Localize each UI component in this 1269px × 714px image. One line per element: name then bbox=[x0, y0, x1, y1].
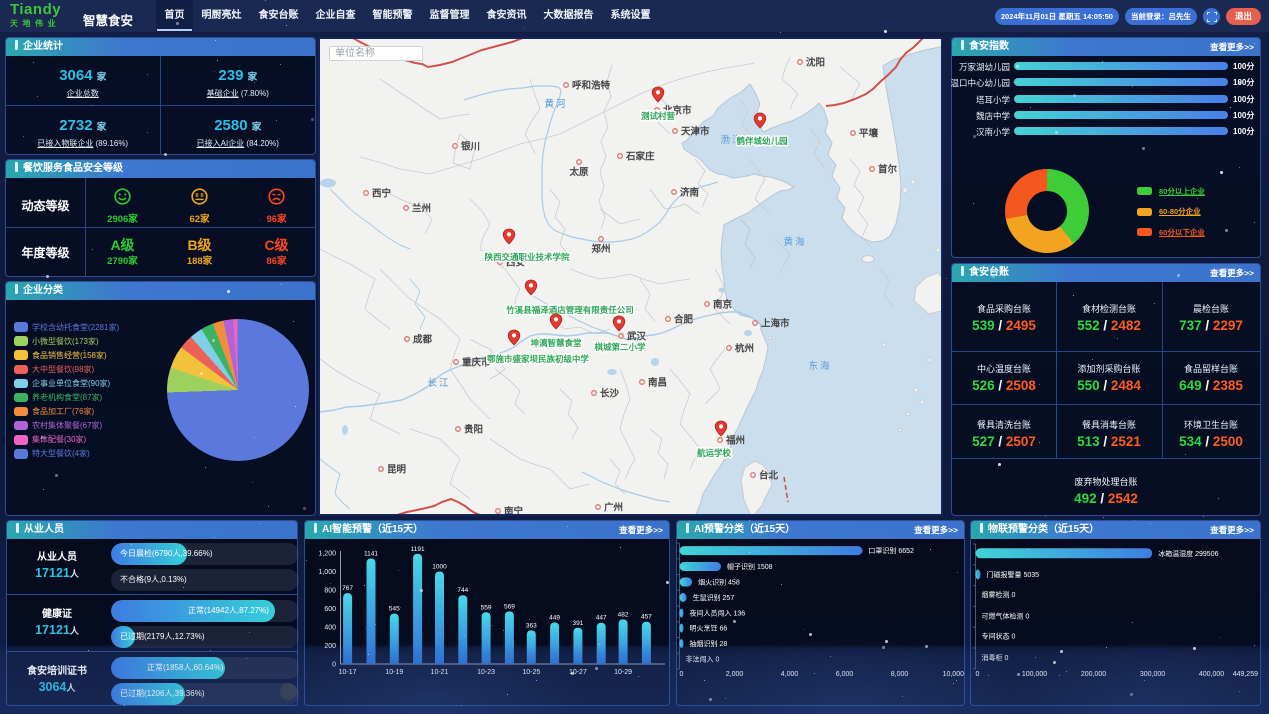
svg-text:平壤: 平壤 bbox=[859, 128, 879, 140]
svg-text:可燃气体检测 0: 可燃气体检测 0 bbox=[982, 611, 1030, 620]
svg-text:坤漓智慧食堂: 坤漓智慧食堂 bbox=[530, 338, 582, 348]
svg-text:台北: 台北 bbox=[759, 470, 779, 482]
svg-text:600: 600 bbox=[324, 606, 336, 613]
svg-text:烟雾检测 0: 烟雾检测 0 bbox=[982, 590, 1016, 599]
svg-text:南昌: 南昌 bbox=[648, 377, 667, 389]
svg-text:竹溪县福泽酒店管理有限责任公司: 竹溪县福泽酒店管理有限责任公司 bbox=[505, 305, 634, 315]
svg-text:呼和浩特: 呼和浩特 bbox=[572, 80, 611, 92]
svg-text:200: 200 bbox=[324, 643, 336, 650]
svg-text:郑州: 郑州 bbox=[591, 243, 610, 255]
svg-text:0: 0 bbox=[680, 671, 684, 678]
svg-text:10-29: 10-29 bbox=[614, 669, 632, 676]
svg-text:非法闯入 0: 非法闯入 0 bbox=[686, 655, 720, 664]
svg-text:广州: 广州 bbox=[604, 502, 623, 514]
svg-text:武汉: 武汉 bbox=[627, 331, 647, 343]
svg-text:1,200: 1,200 bbox=[318, 551, 336, 558]
svg-text:6,000: 6,000 bbox=[836, 671, 854, 678]
svg-text:0: 0 bbox=[332, 662, 336, 669]
svg-text:合肥: 合肥 bbox=[674, 314, 694, 326]
svg-text:10-27: 10-27 bbox=[569, 669, 587, 676]
svg-text:449,259: 449,259 bbox=[1233, 671, 1258, 678]
svg-text:重庆市: 重庆市 bbox=[462, 357, 491, 369]
svg-text:400: 400 bbox=[324, 625, 336, 632]
svg-text:棋城第二小学: 棋城第二小学 bbox=[593, 342, 646, 352]
svg-text:391: 391 bbox=[572, 620, 583, 627]
svg-text:明火烹饪 66: 明火烹饪 66 bbox=[690, 624, 728, 633]
svg-text:渤海: 渤海 bbox=[720, 134, 743, 146]
svg-text:鄂施市盛家坝民族初级中学: 鄂施市盛家坝民族初级中学 bbox=[487, 354, 590, 364]
svg-text:航运学校: 航运学校 bbox=[697, 448, 732, 458]
svg-text:石家庄: 石家庄 bbox=[625, 151, 655, 163]
svg-text:300,000: 300,000 bbox=[1140, 671, 1165, 678]
svg-text:10,000: 10,000 bbox=[943, 671, 964, 678]
svg-text:10-19: 10-19 bbox=[385, 669, 403, 676]
svg-text:沈阳: 沈阳 bbox=[806, 57, 825, 69]
svg-text:569: 569 bbox=[504, 603, 515, 610]
svg-text:545: 545 bbox=[389, 606, 400, 613]
svg-text:抽烟识别 28: 抽烟识别 28 bbox=[690, 639, 728, 648]
svg-text:1191: 1191 bbox=[411, 546, 425, 553]
svg-text:鹤伴城幼儿园: 鹤伴城幼儿园 bbox=[736, 136, 787, 146]
svg-text:黄海: 黄海 bbox=[783, 236, 806, 248]
svg-text:专间状态 0: 专间状态 0 bbox=[982, 631, 1016, 640]
svg-text:200,000: 200,000 bbox=[1081, 671, 1106, 678]
svg-text:4,000: 4,000 bbox=[781, 671, 799, 678]
svg-text:457: 457 bbox=[641, 614, 652, 621]
svg-text:天津市: 天津市 bbox=[681, 126, 710, 138]
svg-text:兰州: 兰州 bbox=[412, 203, 431, 215]
svg-text:400,000: 400,000 bbox=[1199, 671, 1224, 678]
svg-text:上海市: 上海市 bbox=[761, 318, 790, 330]
svg-text:10-21: 10-21 bbox=[431, 669, 449, 676]
svg-text:东海: 东海 bbox=[808, 360, 831, 372]
svg-text:长江: 长江 bbox=[427, 377, 450, 389]
svg-text:冰箱温湿度 299506: 冰箱温湿度 299506 bbox=[1158, 549, 1218, 558]
svg-text:济南: 济南 bbox=[680, 187, 700, 199]
svg-text:482: 482 bbox=[618, 611, 629, 618]
svg-text:黄河: 黄河 bbox=[544, 98, 567, 110]
svg-text:测试村营: 测试村营 bbox=[641, 111, 676, 121]
svg-text:帽子识别 1508: 帽子识别 1508 bbox=[727, 562, 773, 571]
svg-text:449: 449 bbox=[549, 615, 560, 622]
svg-text:长沙: 长沙 bbox=[600, 388, 620, 400]
svg-text:1000: 1000 bbox=[432, 564, 447, 571]
svg-text:夜间人员闯入 136: 夜间人员闯入 136 bbox=[690, 609, 746, 618]
svg-text:800: 800 bbox=[324, 588, 336, 595]
svg-text:陕西交通职业技术学院: 陕西交通职业技术学院 bbox=[484, 252, 570, 262]
svg-text:363: 363 bbox=[526, 622, 537, 629]
svg-text:门磁报警量 5035: 门磁报警量 5035 bbox=[987, 570, 1040, 579]
svg-text:南宁: 南宁 bbox=[504, 506, 524, 515]
svg-text:西安: 西安 bbox=[506, 257, 526, 269]
svg-text:744: 744 bbox=[457, 587, 468, 594]
svg-text:1141: 1141 bbox=[364, 551, 378, 558]
svg-text:8,000: 8,000 bbox=[891, 671, 909, 678]
svg-text:1,000: 1,000 bbox=[318, 569, 336, 576]
svg-text:消毒柜 0: 消毒柜 0 bbox=[982, 653, 1009, 662]
svg-text:首尔: 首尔 bbox=[878, 164, 898, 176]
svg-text:0: 0 bbox=[976, 671, 980, 678]
svg-text:2,000: 2,000 bbox=[726, 671, 744, 678]
svg-text:福州: 福州 bbox=[725, 435, 745, 447]
svg-text:西宁: 西宁 bbox=[372, 188, 392, 200]
svg-text:杭州: 杭州 bbox=[735, 343, 754, 355]
svg-text:559: 559 bbox=[481, 604, 492, 611]
svg-text:767: 767 bbox=[342, 585, 353, 592]
svg-text:10-17: 10-17 bbox=[339, 669, 357, 676]
svg-text:成都: 成都 bbox=[413, 334, 433, 346]
svg-text:银川: 银川 bbox=[461, 141, 480, 153]
svg-text:贵阳: 贵阳 bbox=[464, 424, 483, 436]
svg-text:太原: 太原 bbox=[569, 166, 589, 178]
svg-text:10-23: 10-23 bbox=[477, 669, 495, 676]
svg-text:昆明: 昆明 bbox=[387, 465, 407, 476]
svg-text:北京市: 北京市 bbox=[663, 105, 692, 117]
svg-text:烟火识别 458: 烟火识别 458 bbox=[698, 578, 740, 587]
svg-text:447: 447 bbox=[596, 615, 607, 622]
svg-text:生鼠识别 257: 生鼠识别 257 bbox=[693, 593, 735, 602]
svg-text:口罩识别 6652: 口罩识别 6652 bbox=[868, 546, 914, 555]
svg-text:南京: 南京 bbox=[713, 299, 733, 311]
svg-text:100,000: 100,000 bbox=[1022, 671, 1047, 678]
svg-text:10-25: 10-25 bbox=[522, 669, 540, 676]
